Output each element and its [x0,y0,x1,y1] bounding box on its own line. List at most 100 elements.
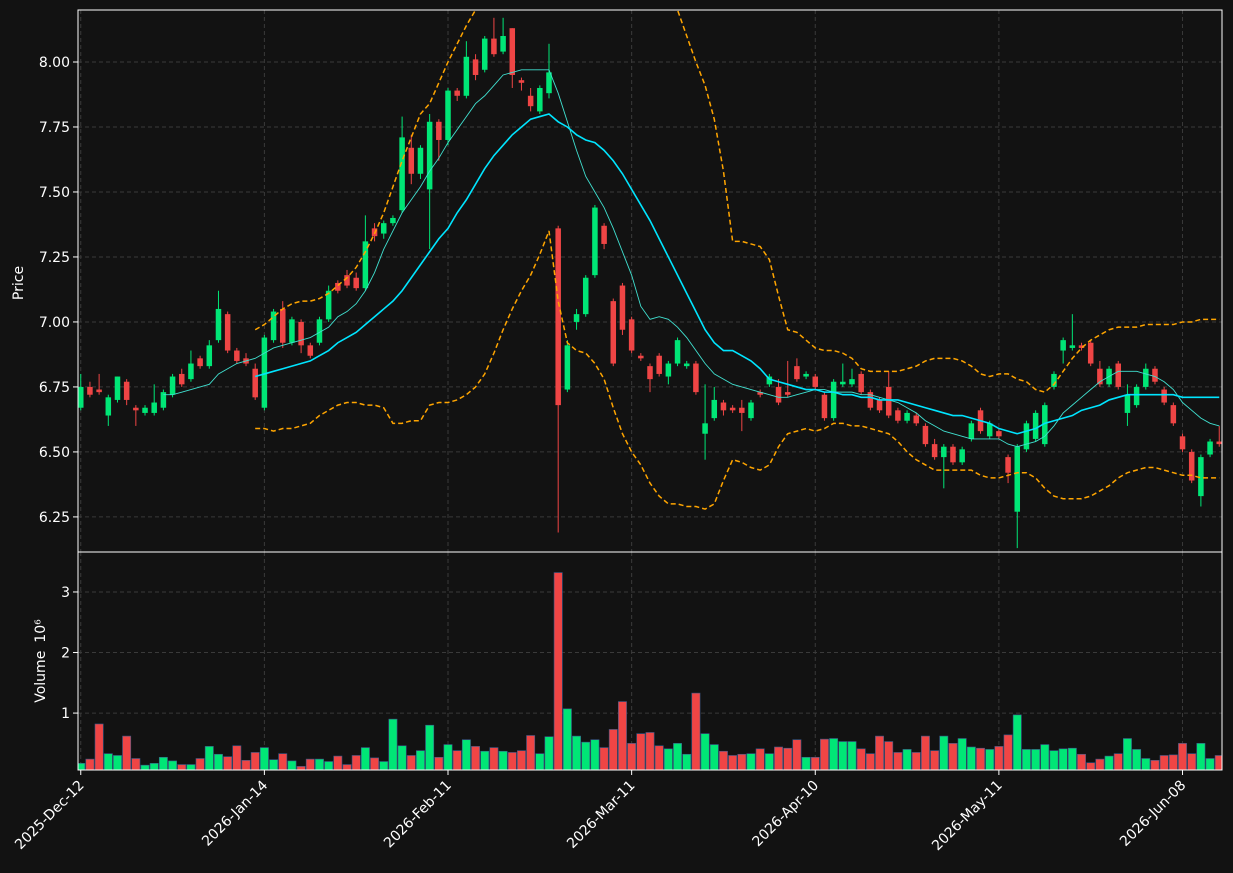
volume-bar [553,572,563,770]
candle-body [1115,363,1122,387]
volume-bar [948,743,958,770]
candle-body [858,373,864,393]
candle-body [950,446,956,463]
candle-body [931,444,938,458]
candle-body [1051,373,1057,387]
volume-bar [103,753,113,770]
y-tick-label: 8.00 [39,55,70,71]
volume-bar [259,747,269,770]
volume-bar [654,745,664,770]
volume-bar [1086,762,1096,770]
candle-body [968,423,975,439]
candle-body [619,285,626,330]
volume-bar [1187,753,1197,770]
candle-body [812,376,819,387]
volume-bar [1104,755,1114,770]
candle-body [491,38,497,55]
candle-body [234,350,240,361]
volume-bar [1113,753,1123,770]
volume-bar [755,748,765,770]
candle-body [261,337,268,408]
candle-body [1143,368,1149,387]
candle-body [647,366,653,380]
volume-bar [517,750,526,770]
candle-body [362,241,369,289]
candle-body [123,381,130,400]
volume-bar [177,764,187,770]
volume-bar [663,748,673,770]
candle-body [252,368,258,398]
candle-body [105,397,112,416]
candle-body [151,402,157,413]
candle-body [463,56,470,96]
volume-bar [406,755,416,770]
y-tick-label: 7.25 [39,250,70,266]
volume-bar [792,739,802,770]
volume-bar [149,763,159,770]
candle-body [509,28,516,75]
candle-body [592,207,598,276]
candle-body [527,95,534,107]
volume-bar [278,753,288,770]
volume-bar [1132,749,1142,770]
candle-body [876,399,883,411]
volume-bar [728,755,738,770]
overlay-line [254,113,1220,435]
candle-body [1133,386,1140,406]
volume-bar [774,746,783,770]
volume-bar [507,752,517,770]
volume-bar [416,750,425,770]
candle-body [481,38,488,70]
volume-axis-label: Volume 10⁶ [33,619,49,703]
candle-body [87,386,93,395]
volume-bar [1141,758,1151,770]
candle-body [1124,394,1131,413]
candle-body [454,90,460,96]
volume-bar [618,701,627,770]
candle-body [628,319,635,351]
volume-bar [682,753,692,770]
overlay-line [255,230,1220,510]
candle-body [803,373,809,377]
candle-body [895,410,901,421]
volume-bar [342,764,352,770]
grid-layer [78,10,1222,770]
candle-body [766,376,773,385]
candle-body [794,366,800,380]
volume-bar [489,747,499,770]
volume-bar [241,760,251,770]
candle-body [830,381,837,419]
volume-bar [140,764,150,770]
volume-bar [544,736,554,770]
volume-bar [884,741,894,770]
volume-bar [820,738,829,770]
volume-bar [122,735,132,770]
overlay-line [254,10,1220,393]
volume-bar [764,753,774,770]
candle-body [1042,405,1048,445]
candle-body [472,59,479,75]
volume-bar [397,745,407,770]
candle-body [1198,457,1204,497]
candle-body [821,394,828,419]
candle-body [133,407,139,411]
volume-bar [893,752,903,770]
candle-body [1216,441,1222,445]
volume-bar [388,718,398,770]
candle-body [142,407,148,413]
candle-body [1087,342,1094,364]
price-axis-label: Price [11,266,27,300]
volume-bar [379,761,389,770]
volume-bar [976,747,985,770]
volume-bar [498,750,508,770]
candle-body [601,225,607,244]
volume-bar [370,757,379,770]
candle-body [674,340,681,364]
volume-bar [921,735,930,770]
candle-body [885,386,892,416]
volume-bar [801,756,811,770]
candle-body [96,389,102,393]
price-panel [78,17,1222,549]
volume-bar [425,724,435,770]
y-tick-label: 7.75 [39,120,70,136]
